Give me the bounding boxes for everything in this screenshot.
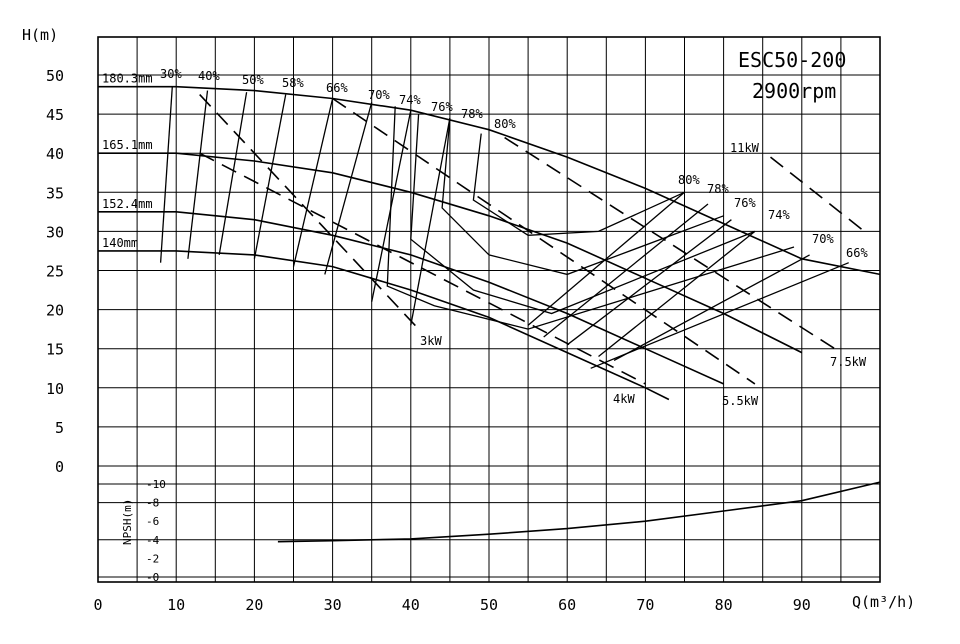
efficiency-contour — [386, 106, 795, 330]
impeller-curve — [98, 250, 670, 401]
efficiency-label: 66% — [326, 81, 348, 95]
efficiency-ray — [590, 262, 849, 369]
impeller-label: 180.3mm — [102, 72, 153, 86]
power-line — [770, 156, 865, 233]
y-tick-label: 10 — [46, 380, 64, 398]
efficiency-ray — [566, 219, 732, 346]
power-line — [199, 152, 646, 385]
npsh-tick-label: -10 — [146, 478, 166, 491]
npsh-tick-label: -8 — [146, 497, 159, 510]
npsh-tick-label: -2 — [146, 552, 159, 565]
impeller-label: 152.4mm — [102, 197, 153, 211]
x-tick-label: 80 — [715, 596, 733, 614]
x-tick-label: 90 — [793, 596, 811, 614]
speed-title: 2900rpm — [752, 79, 836, 103]
efficiency-label: 78% — [461, 107, 483, 121]
grid — [97, 36, 881, 583]
x-tick-label: 60 — [558, 596, 576, 614]
efficiency-label: 76% — [431, 100, 453, 114]
efficiency-line — [218, 92, 248, 256]
efficiency-label: 70% — [812, 232, 834, 246]
efficiency-line — [159, 86, 173, 263]
efficiency-label: 30% — [160, 67, 182, 81]
efficiency-ray — [598, 230, 756, 358]
x-tick-label: 40 — [402, 596, 420, 614]
power-line — [332, 97, 756, 385]
efficiency-label: 58% — [282, 76, 304, 90]
y-tick-label: 35 — [46, 184, 64, 202]
efficiency-line — [253, 94, 287, 259]
x-axis-label: Q(m³/h) — [852, 593, 915, 611]
efficiency-label: 78% — [707, 182, 729, 196]
efficiency-line — [187, 90, 209, 259]
x-tick-label: 50 — [480, 596, 498, 614]
power-label: 4kW — [613, 392, 635, 406]
y-tick-label: 40 — [46, 145, 64, 163]
efficiency-label: 70% — [368, 88, 390, 102]
labels: H(m) Q(m³/h) NPSH(m) ESC50-200 2900rpm 0… — [22, 26, 915, 614]
efficiency-label: 40% — [198, 69, 220, 83]
npsh-tick-label: -6 — [146, 515, 159, 528]
y-tick-label: 15 — [46, 341, 64, 359]
power-label: 7.5kW — [830, 355, 867, 369]
efficiency-line — [292, 98, 334, 267]
y-axis-label: H(m) — [22, 26, 58, 44]
efficiency-contour — [472, 133, 685, 236]
impeller-label: 165.1mm — [102, 138, 153, 152]
efficiency-ray — [613, 254, 810, 361]
efficiency-ray — [527, 191, 685, 326]
npsh-axis-label: NPSH(m) — [121, 499, 134, 545]
efficiency-label: 80% — [494, 117, 516, 131]
y-tick-label: 25 — [46, 263, 64, 281]
efficiency-label: 80% — [678, 173, 700, 187]
y-tick-label: 20 — [46, 302, 64, 320]
efficiency-ray — [543, 203, 709, 338]
x-tick-label: 30 — [324, 596, 342, 614]
impeller-curve — [98, 211, 724, 385]
model-title: ESC50-200 — [738, 48, 846, 72]
y-tick-label: 0 — [55, 458, 64, 476]
x-tick-label: 0 — [93, 596, 102, 614]
y-tick-label: 30 — [46, 223, 64, 241]
x-tick-label: 20 — [245, 596, 263, 614]
efficiency-contour — [410, 114, 756, 315]
impeller-curve — [98, 152, 803, 354]
efficiency-label: 50% — [242, 73, 264, 87]
efficiency-label: 74% — [768, 208, 790, 222]
power-line — [504, 136, 842, 354]
y-tick-label: 45 — [46, 106, 64, 124]
x-tick-label: 70 — [636, 596, 654, 614]
power-label: 5.5kW — [722, 394, 759, 408]
y-tick-label: 50 — [46, 67, 64, 85]
npsh-tick-label: -0 — [146, 571, 159, 584]
y-tick-label: 5 — [55, 419, 64, 437]
power-label: 11kW — [730, 141, 760, 155]
efficiency-contour — [441, 117, 724, 276]
power-label: 3kW — [420, 334, 442, 348]
efficiency-line — [324, 102, 373, 275]
efficiency-line — [410, 117, 451, 326]
curves — [98, 85, 881, 543]
npsh-tick-label: -4 — [146, 534, 160, 547]
power-line — [199, 94, 420, 330]
efficiency-label: 76% — [734, 196, 756, 210]
efficiency-label: 74% — [399, 93, 421, 107]
efficiency-label: 66% — [846, 246, 868, 260]
npsh-curve — [277, 481, 881, 543]
x-tick-label: 10 — [167, 596, 185, 614]
impeller-label: 140mm — [102, 236, 138, 250]
